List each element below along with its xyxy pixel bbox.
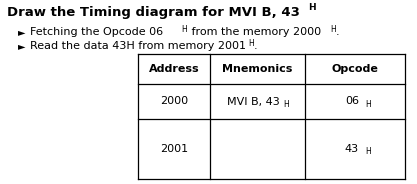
Text: Opcode: Opcode <box>332 64 379 74</box>
Text: ►: ► <box>18 27 25 37</box>
Text: H: H <box>248 38 254 47</box>
Text: 43: 43 <box>345 144 359 154</box>
Text: H: H <box>284 100 289 109</box>
Text: Read the data 43H from memory 2001: Read the data 43H from memory 2001 <box>30 41 246 51</box>
Text: H: H <box>330 24 336 33</box>
Text: Draw the Timing diagram for MVI B, 43: Draw the Timing diagram for MVI B, 43 <box>7 6 300 19</box>
Text: .: . <box>336 27 339 37</box>
Text: .: . <box>254 41 258 51</box>
Text: Fetching the Opcode 06: Fetching the Opcode 06 <box>30 27 163 37</box>
Text: Mnemonics: Mnemonics <box>222 64 293 74</box>
Text: from the memory 2000: from the memory 2000 <box>188 27 321 37</box>
Text: H: H <box>365 100 371 109</box>
Text: 2000: 2000 <box>160 96 188 107</box>
Text: H: H <box>308 3 316 12</box>
Text: 06: 06 <box>345 96 359 107</box>
Text: H: H <box>365 148 371 157</box>
Text: MVI B, 43: MVI B, 43 <box>227 96 280 107</box>
Text: Address: Address <box>149 64 199 74</box>
Text: ►: ► <box>18 41 25 51</box>
Text: H: H <box>181 24 187 33</box>
Text: 2001: 2001 <box>160 144 188 154</box>
